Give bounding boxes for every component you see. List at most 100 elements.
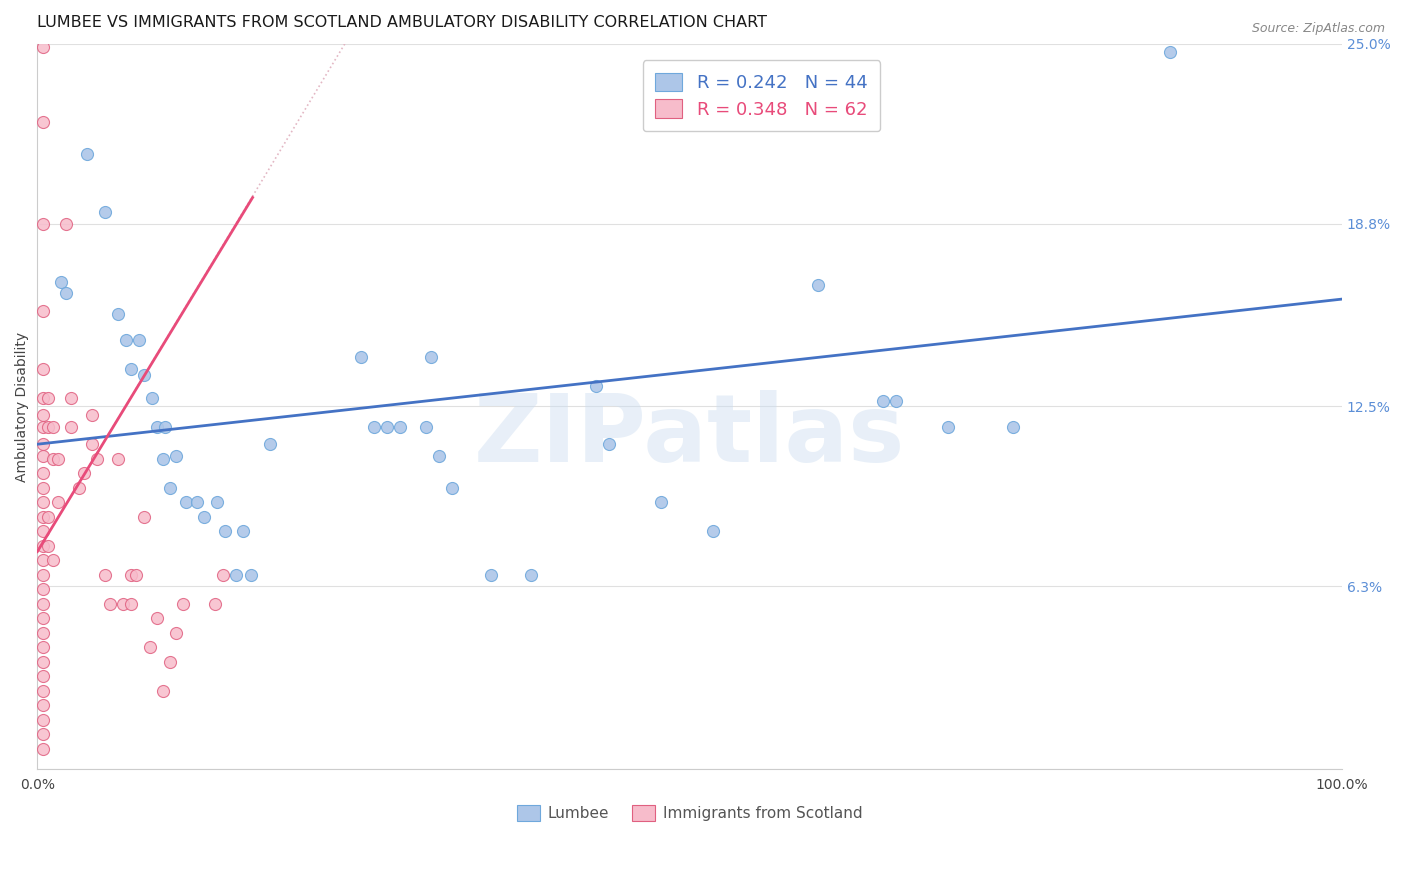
Point (31, 39, 53, 54)
Text: ZIPatlas: ZIPatlas (474, 390, 905, 482)
Point (427, 449, 450, 463)
Point (76, 147, 98, 161)
Point (94, 567, 117, 582)
Point (31, 524, 53, 539)
Point (872, 393, 894, 408)
Point (46, 495, 69, 509)
Point (60, 419, 83, 434)
Point (519, 567, 541, 582)
Point (60, 391, 83, 405)
Point (31, 509, 53, 524)
Point (82, 408, 104, 422)
Point (31, 391, 53, 405)
Point (146, 611, 169, 625)
Point (153, 419, 176, 434)
Point (186, 495, 208, 509)
Point (55, 286, 77, 301)
Point (31, 640, 53, 655)
Point (650, 495, 672, 509)
Text: Source: ZipAtlas.com: Source: ZipAtlas.com (1251, 22, 1385, 36)
Point (112, 597, 135, 611)
Point (363, 419, 385, 434)
Point (193, 509, 215, 524)
Point (120, 597, 142, 611)
Point (375, 419, 398, 434)
Point (31, 495, 53, 509)
Point (159, 655, 181, 669)
Point (702, 524, 724, 539)
Point (37, 391, 59, 405)
Point (31, 597, 53, 611)
Point (172, 597, 194, 611)
Y-axis label: Ambulatory Disability: Ambulatory Disability (15, 332, 30, 482)
Point (479, 567, 502, 582)
Point (31, 303, 53, 318)
Point (31, 217, 53, 231)
Point (37, 509, 59, 524)
Point (207, 495, 229, 509)
Point (31, 727, 53, 741)
Point (31, 481, 53, 495)
Point (49, 275, 72, 289)
Point (31, 567, 53, 582)
Point (42, 419, 65, 434)
Point (134, 509, 156, 524)
Point (350, 350, 373, 364)
Point (120, 361, 142, 376)
Point (120, 567, 142, 582)
Point (138, 640, 160, 655)
Point (31, 713, 53, 727)
Point (37, 419, 59, 434)
Point (46, 451, 69, 466)
Point (107, 451, 129, 466)
Point (214, 524, 236, 539)
Point (1002, 419, 1025, 434)
Point (146, 419, 169, 434)
Point (42, 451, 65, 466)
Point (232, 524, 254, 539)
Point (55, 217, 77, 231)
Point (128, 333, 150, 347)
Point (134, 368, 156, 382)
Point (165, 626, 187, 640)
Point (31, 408, 53, 422)
Point (415, 419, 437, 434)
Point (73, 467, 96, 481)
Point (165, 449, 187, 463)
Point (31, 553, 53, 567)
Point (204, 597, 226, 611)
Point (82, 437, 104, 451)
Point (31, 611, 53, 625)
Point (1159, 45, 1181, 60)
Point (225, 567, 247, 582)
Point (31, 467, 53, 481)
Point (31, 437, 53, 451)
Point (37, 539, 59, 553)
Point (107, 307, 129, 321)
Point (884, 393, 907, 408)
Point (67, 481, 90, 495)
Point (31, 655, 53, 669)
Point (141, 391, 163, 405)
Text: LUMBEE VS IMMIGRANTS FROM SCOTLAND AMBULATORY DISABILITY CORRELATION CHART: LUMBEE VS IMMIGRANTS FROM SCOTLAND AMBUL… (38, 15, 768, 30)
Point (159, 481, 181, 495)
Point (585, 379, 607, 393)
Point (42, 553, 65, 567)
Point (94, 205, 117, 219)
Point (441, 481, 464, 495)
Point (31, 684, 53, 698)
Point (31, 361, 53, 376)
Point (125, 567, 148, 582)
Point (31, 115, 53, 129)
Point (31, 698, 53, 713)
Point (420, 350, 443, 364)
Point (240, 567, 263, 582)
Point (174, 495, 197, 509)
Point (31, 669, 53, 683)
Point (598, 437, 620, 451)
Point (100, 597, 122, 611)
Point (86, 451, 108, 466)
Point (152, 684, 174, 698)
Point (31, 449, 53, 463)
Point (31, 582, 53, 597)
